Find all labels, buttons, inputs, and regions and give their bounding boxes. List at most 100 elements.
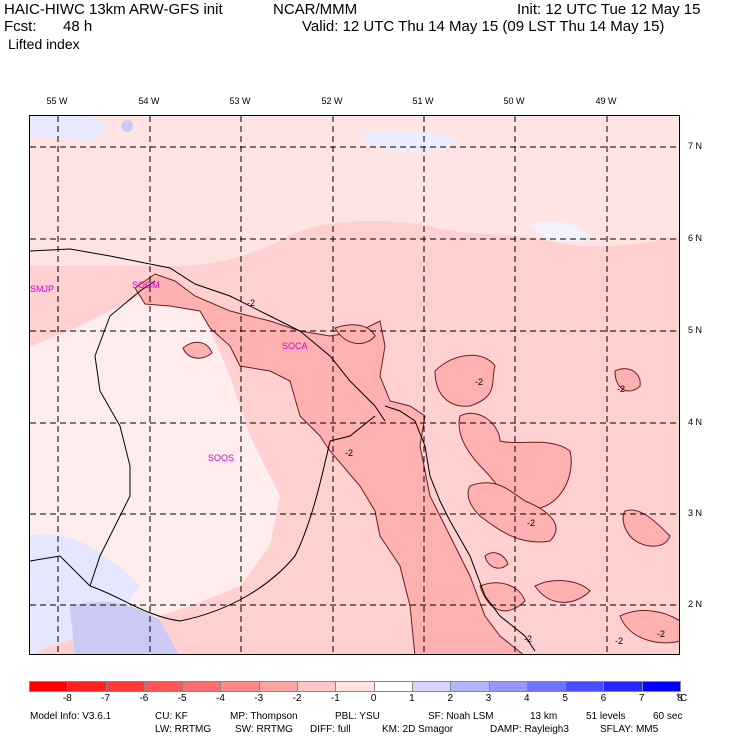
negative-two-region — [622, 509, 671, 547]
colorbar-swatch — [488, 681, 528, 692]
footer-pbl: PBL: YSU — [335, 711, 380, 722]
footer-resolution: 13 km — [530, 711, 558, 722]
lon-label: 51 W — [412, 96, 434, 106]
pale-blue-region — [30, 116, 110, 141]
contour-label: -2 — [475, 377, 484, 387]
colorbar-tick-label: -2 — [292, 693, 302, 704]
lifted-index-map — [30, 116, 679, 654]
colorbar-tick-label: 4 — [524, 693, 530, 704]
colorbar-swatch — [526, 681, 567, 692]
colorbar-swatch — [182, 681, 222, 692]
negative-two-region — [467, 482, 557, 543]
colorbar-swatch — [641, 681, 681, 692]
negative-two-region — [614, 368, 641, 392]
colorbar-tick-label: -1 — [330, 693, 340, 704]
organization: NCAR/MMM — [273, 1, 358, 18]
lon-label: 50 W — [503, 96, 525, 106]
footer-cu: CU: KF — [155, 711, 188, 722]
colorbar-swatch — [258, 681, 299, 692]
coastline — [384, 405, 536, 652]
colorbar-tick-label: -7 — [101, 693, 111, 704]
pale-blue-region — [360, 130, 460, 152]
border-line — [89, 440, 331, 622]
colorbar-tick-label: 1 — [409, 693, 415, 704]
colorbar-swatch — [335, 681, 375, 692]
negative-two-region — [619, 610, 679, 644]
map-panel: -2 -2 -2 -2 -2 -2 -2 -2 SMJP SOGM SOCA S… — [29, 115, 680, 655]
colorbar-tick-label: -4 — [216, 693, 225, 704]
lon-label: 55 W — [46, 96, 68, 106]
colorbar-tick-label: 2 — [447, 693, 454, 704]
colorbar-tick-label: 8 — [677, 693, 683, 704]
lat-label: 6 N — [688, 233, 703, 243]
pale-blue-region — [30, 534, 140, 654]
colorbar-swatch — [411, 681, 452, 692]
station-label-soca: SOCA — [282, 341, 308, 351]
init-time: Init: 12 UTC Tue 12 May 15 — [517, 1, 701, 18]
forecast-hour: 48 h — [63, 18, 93, 35]
colorbar-tick-label: 0 — [370, 693, 377, 704]
footer-lw: LW: RRTMG — [155, 724, 212, 735]
light-north-band — [30, 116, 679, 266]
lat-label: 3 N — [688, 508, 703, 518]
contour-label: -2 — [617, 384, 626, 394]
model-title: HAIC-HIWC 13km ARW-GFS init — [4, 1, 223, 18]
light-blue-spot — [121, 120, 133, 132]
border-line — [89, 280, 156, 587]
contour-label: -2 — [247, 298, 256, 308]
contour-label: -2 — [615, 636, 624, 646]
colorbar-tick-label: -3 — [254, 693, 264, 704]
lat-label: 5 N — [688, 325, 703, 335]
colorbar-swatch — [67, 681, 107, 692]
negative-two-region — [182, 341, 213, 359]
lon-label: 54 W — [138, 96, 160, 106]
pale-blue-region — [530, 221, 590, 242]
footer-timestep: 60 sec — [653, 711, 683, 722]
colorbar-swatch — [450, 681, 490, 692]
border-line — [329, 415, 376, 442]
footer-damp: DAMP: Rayleigh3 — [490, 724, 569, 735]
negative-two-region — [134, 273, 524, 654]
station-label-soos: SOOS — [208, 453, 235, 463]
colorbar-swatch — [373, 681, 413, 692]
negative-two-region — [484, 552, 509, 569]
footer-sflay: SFLAY: MM5 — [600, 724, 659, 735]
colorbar-swatch — [105, 681, 145, 692]
colorbar-swatch — [603, 681, 643, 692]
contour-label: -2 — [657, 629, 666, 639]
footer-sw: SW: RRTMG — [235, 724, 293, 735]
lat-label: 2 N — [688, 599, 703, 609]
lon-label: 53 W — [229, 96, 251, 106]
station-label-smjp: SMJP — [30, 284, 55, 294]
colorbar-tick-label: -8 — [62, 693, 72, 704]
border-line — [30, 555, 91, 587]
lat-label: 4 N — [688, 417, 703, 427]
colorbar — [29, 681, 681, 693]
field-name: Lifted index — [8, 36, 80, 52]
station-label-sogm: SOGM — [132, 280, 160, 290]
colorbar-tick-label: -6 — [139, 693, 149, 704]
negative-two-region — [534, 580, 591, 603]
colorbar-tick-label: -5 — [177, 693, 187, 704]
colorbar-tick-label: 6 — [600, 693, 607, 704]
lon-label: 49 W — [595, 96, 617, 106]
light-blue-region — [70, 601, 179, 654]
footer-sf: SF: Noah LSM — [428, 711, 494, 722]
colorbar-swatch — [297, 681, 337, 692]
lon-label: 52 W — [321, 96, 343, 106]
contour-label: -2 — [524, 634, 533, 644]
colorbar-tick-label: 5 — [562, 693, 568, 704]
colorbar-swatch — [29, 681, 69, 692]
footer-levels: 51 levels — [586, 711, 626, 722]
contour-label: -2 — [345, 448, 354, 458]
colorbar-tick-label: 7 — [638, 693, 645, 704]
colorbar-unit: °C — [676, 693, 688, 704]
forecast-label: Fcst: — [4, 18, 37, 35]
coastline — [30, 248, 386, 422]
negative-two-region — [434, 354, 496, 407]
footer-km: KM: 2D Smagor — [382, 724, 454, 735]
colorbar-swatch — [565, 681, 605, 692]
footer-mp: MP: Thompson — [230, 711, 298, 722]
negative-two-region — [334, 324, 376, 344]
colorbar-swatch — [220, 681, 260, 692]
